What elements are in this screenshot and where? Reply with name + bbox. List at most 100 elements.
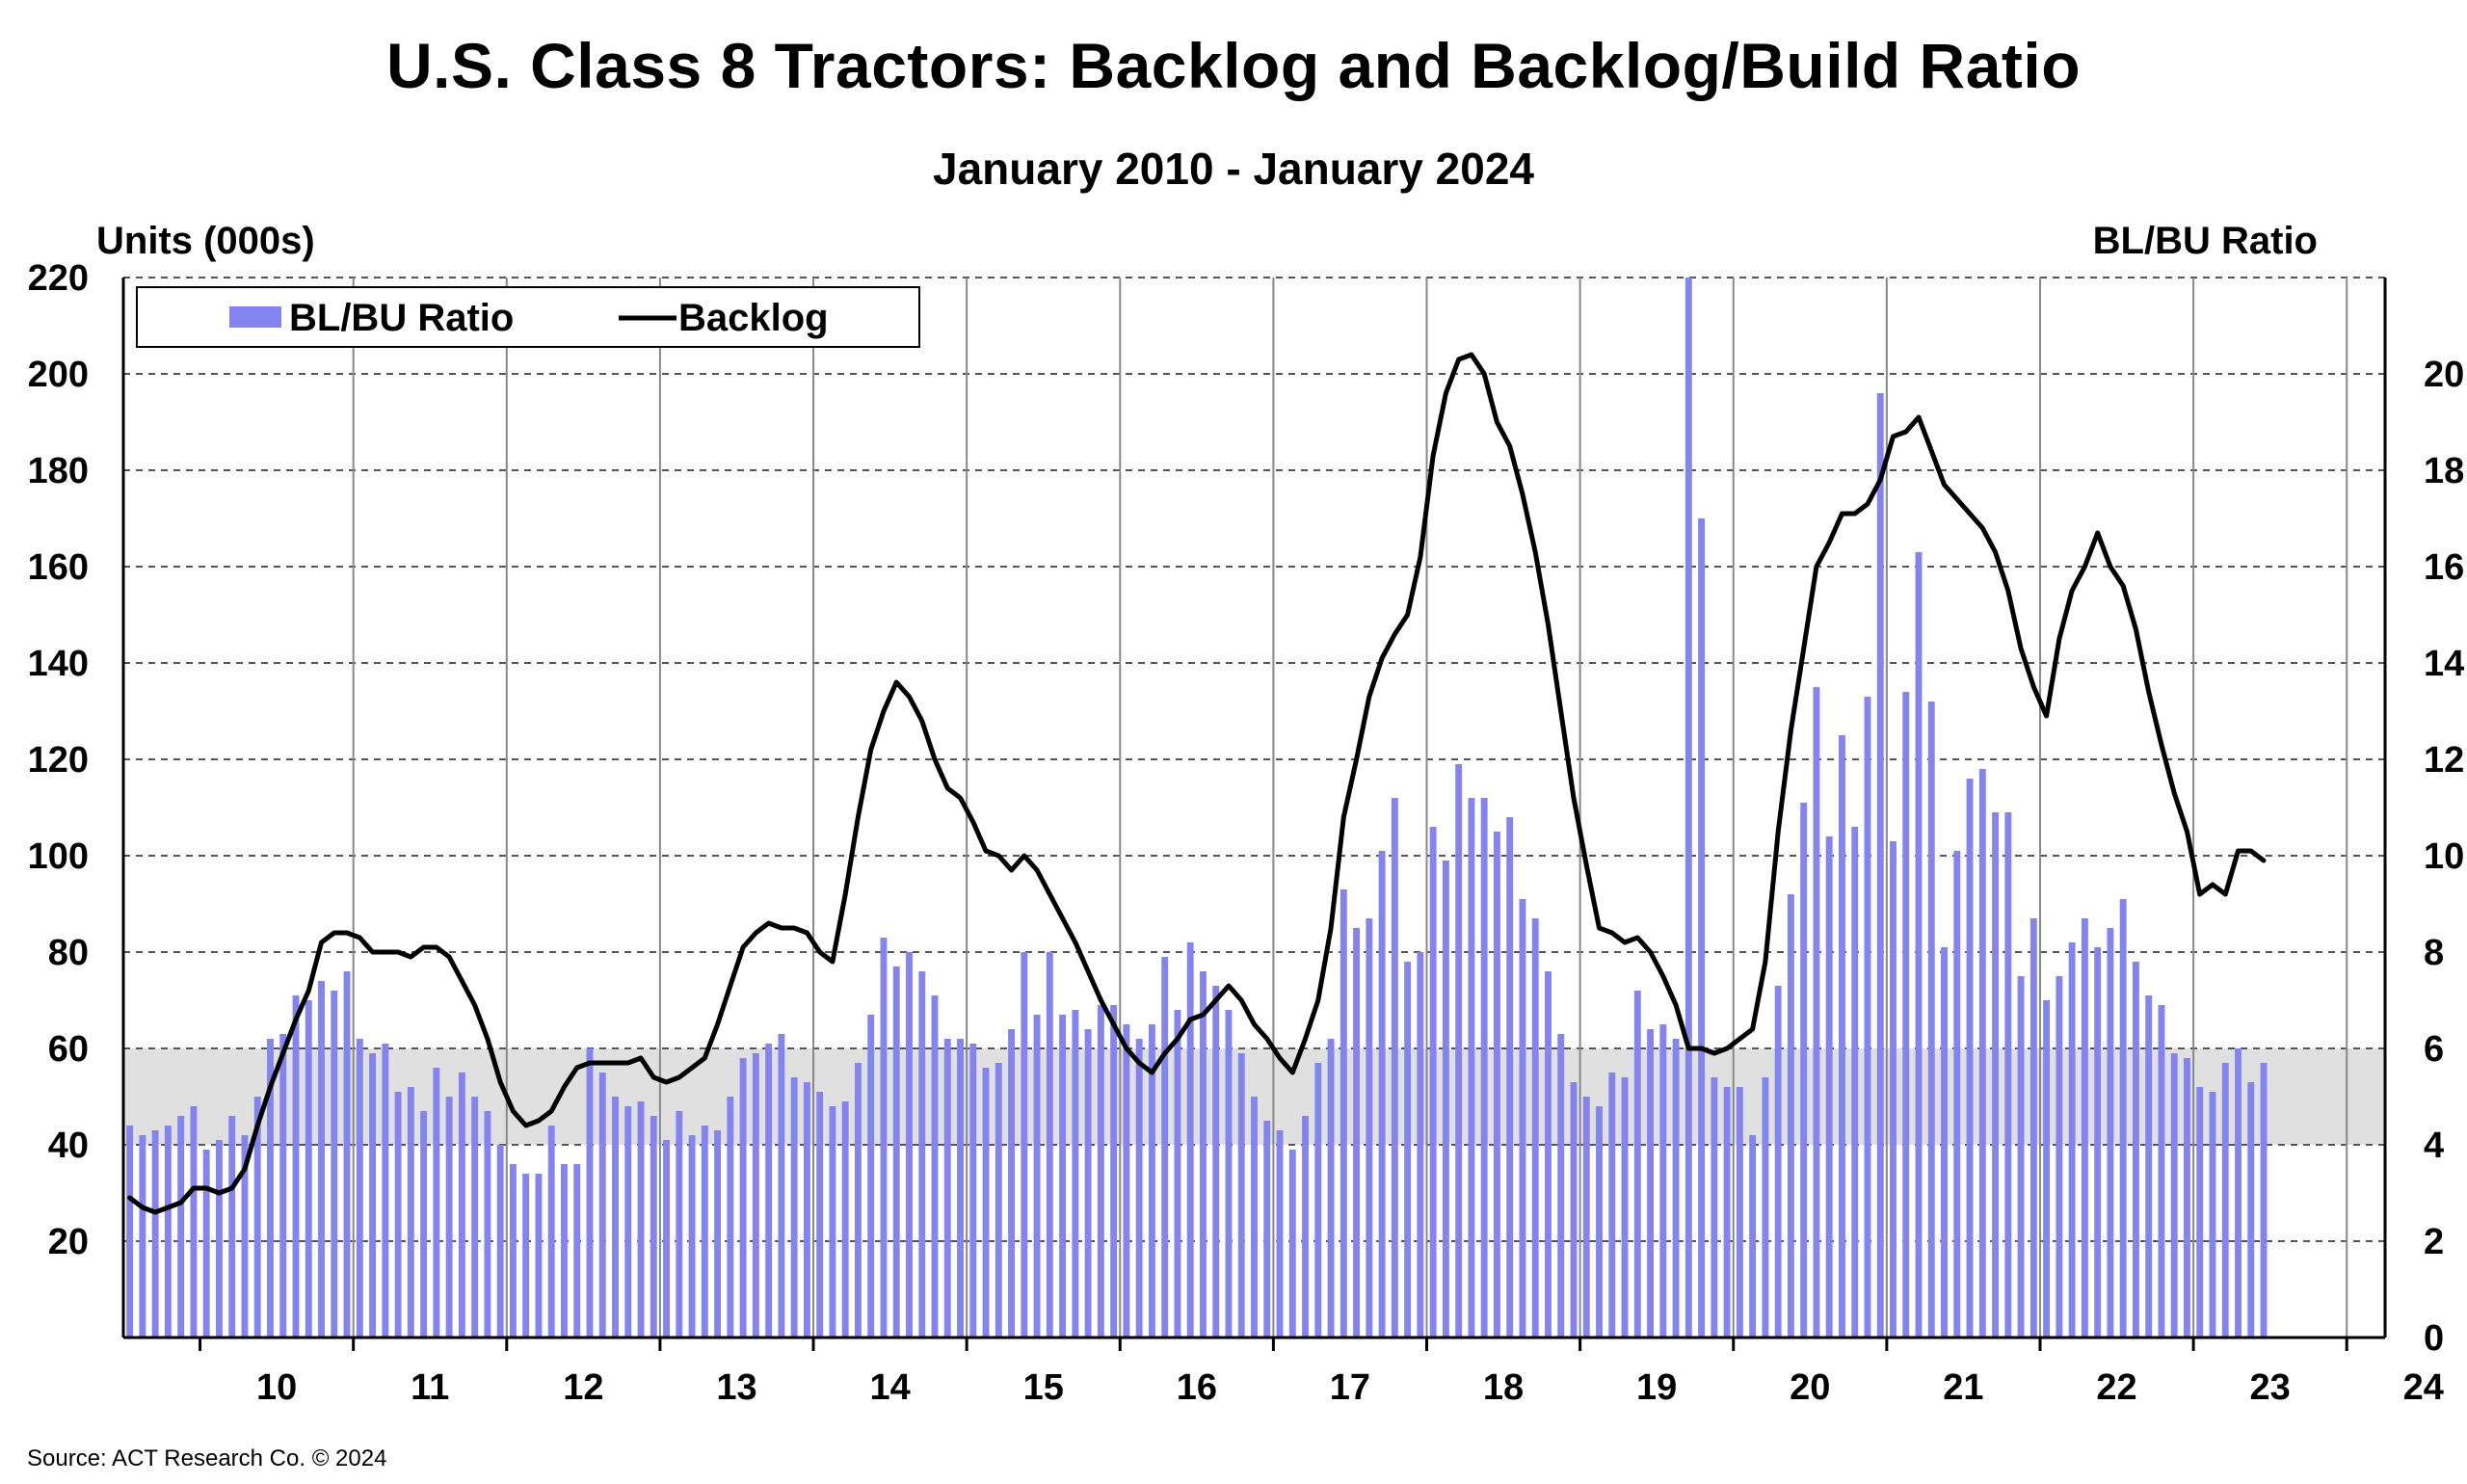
ratio-bar — [1251, 1097, 1258, 1338]
x-tick-label: 22 — [2096, 1367, 2136, 1408]
x-tick-label: 17 — [1330, 1367, 1370, 1408]
ratio-bar — [1059, 1015, 1067, 1338]
ratio-bar — [1212, 986, 1220, 1338]
ratio-bar — [1711, 1077, 1718, 1338]
ratio-bar — [343, 971, 351, 1338]
ratio-bar — [816, 1092, 824, 1338]
ratio-bar — [1608, 1073, 1616, 1338]
ratio-bar — [1340, 889, 1347, 1338]
ratio-bar — [139, 1135, 146, 1338]
ratio-bar — [612, 1097, 619, 1338]
ratio-bar — [1174, 1010, 1181, 1338]
ratio-bar — [1992, 812, 2000, 1338]
ratio-bar — [2094, 947, 2102, 1338]
right-tick-label: 2 — [2424, 1222, 2444, 1262]
chart-title: U.S. Class 8 Tractors: Backlog and Backl… — [385, 30, 2082, 101]
ratio-bar — [1953, 851, 1961, 1338]
ratio-bar — [854, 1063, 862, 1338]
ratio-bar — [458, 1073, 465, 1338]
ratio-bar — [2158, 1005, 2165, 1338]
ratio-bar — [433, 1068, 440, 1338]
ratio-bar — [867, 1015, 875, 1338]
right-tick-label: 14 — [2424, 644, 2464, 684]
ratio-bar — [1684, 278, 1692, 1338]
ratio-bar — [752, 1053, 759, 1338]
ratio-bar — [1672, 1039, 1680, 1338]
left-tick-label: 80 — [48, 933, 89, 973]
ratio-bar — [2056, 976, 2063, 1338]
ratio-bar — [1787, 894, 1794, 1338]
ratio-bar — [688, 1135, 696, 1338]
ratio-bar — [382, 1044, 389, 1338]
ratio-bar — [420, 1111, 428, 1338]
ratio-bar — [803, 1082, 810, 1338]
ratio-bar — [522, 1174, 530, 1338]
ratio-bar — [969, 1044, 977, 1338]
ratio-bar — [2145, 995, 2153, 1338]
legend-line-label: Backlog — [678, 297, 829, 339]
ratio-bar — [1288, 1150, 1296, 1338]
ratio-bar — [1851, 827, 1859, 1338]
ratio-bar — [943, 1039, 951, 1338]
ratio-bar — [829, 1106, 836, 1338]
ratio-bar — [228, 1116, 236, 1338]
ratio-bar — [1825, 836, 1833, 1338]
ratio-bar — [1698, 518, 1706, 1338]
ratio-bar — [1659, 1024, 1667, 1338]
ratio-bar — [1302, 1116, 1309, 1338]
ratio-bar — [292, 995, 300, 1338]
right-tick-label: 4 — [2424, 1126, 2444, 1166]
bar-series-layer — [126, 278, 2268, 1338]
ratio-bar — [1480, 798, 1488, 1338]
ratio-bar — [1774, 986, 1782, 1338]
ratio-bar — [2184, 1058, 2190, 1338]
x-tick-label: 10 — [256, 1367, 297, 1408]
ratio-bar — [624, 1106, 632, 1338]
ratio-bar — [2196, 1087, 2204, 1338]
line-series-layer — [127, 352, 2267, 1215]
x-tick-label: 15 — [1023, 1367, 1064, 1408]
ratio-bar — [2260, 1063, 2268, 1338]
ratio-bar — [1927, 702, 1935, 1338]
right-tick-label: 0 — [2424, 1318, 2444, 1359]
ratio-bar — [1123, 1024, 1130, 1338]
ratio-bar — [1736, 1087, 1743, 1338]
ratio-bar — [1762, 1077, 1769, 1338]
ratio-bar — [151, 1130, 159, 1338]
ratio-bar — [241, 1135, 249, 1338]
ratio-bar — [1455, 764, 1463, 1338]
right-tick-label: 20 — [2424, 355, 2464, 395]
ratio-bar — [598, 1073, 606, 1338]
ratio-bar — [1723, 1087, 1731, 1338]
ratio-bar — [1314, 1063, 1322, 1338]
left-axis-label: Units (000s) — [96, 220, 315, 262]
ratio-bar — [931, 995, 939, 1338]
ratio-bar — [739, 1058, 747, 1338]
ratio-bar — [2029, 918, 2037, 1338]
ratio-bar — [714, 1130, 722, 1338]
ratio-bar — [126, 1126, 134, 1338]
ratio-bar — [190, 1106, 198, 1338]
right-tick-label: 6 — [2424, 1029, 2444, 1070]
ratio-bar — [1519, 899, 1526, 1338]
backlog-line — [127, 352, 2267, 1215]
legend: BL/BU Ratio Backlog — [136, 286, 920, 348]
ratio-bar — [305, 1000, 312, 1338]
ratio-bar — [1072, 1010, 1079, 1338]
left-tick-label: 120 — [28, 740, 89, 781]
ratio-bar — [2221, 1063, 2229, 1338]
ratio-bar — [906, 952, 913, 1338]
ratio-bar — [982, 1068, 990, 1338]
ratio-bar — [637, 1101, 645, 1338]
ratio-bar — [267, 1039, 274, 1338]
ratio-bar — [1570, 1082, 1578, 1338]
x-tick-label: 14 — [869, 1367, 910, 1408]
ratio-bar — [1442, 861, 1449, 1338]
ratio-bar — [1493, 832, 1500, 1338]
ratio-bar — [331, 991, 338, 1338]
x-tick-label: 12 — [563, 1367, 603, 1408]
ratio-bar — [701, 1126, 708, 1338]
ratio-bar — [535, 1174, 543, 1338]
ratio-bar — [1506, 817, 1514, 1338]
